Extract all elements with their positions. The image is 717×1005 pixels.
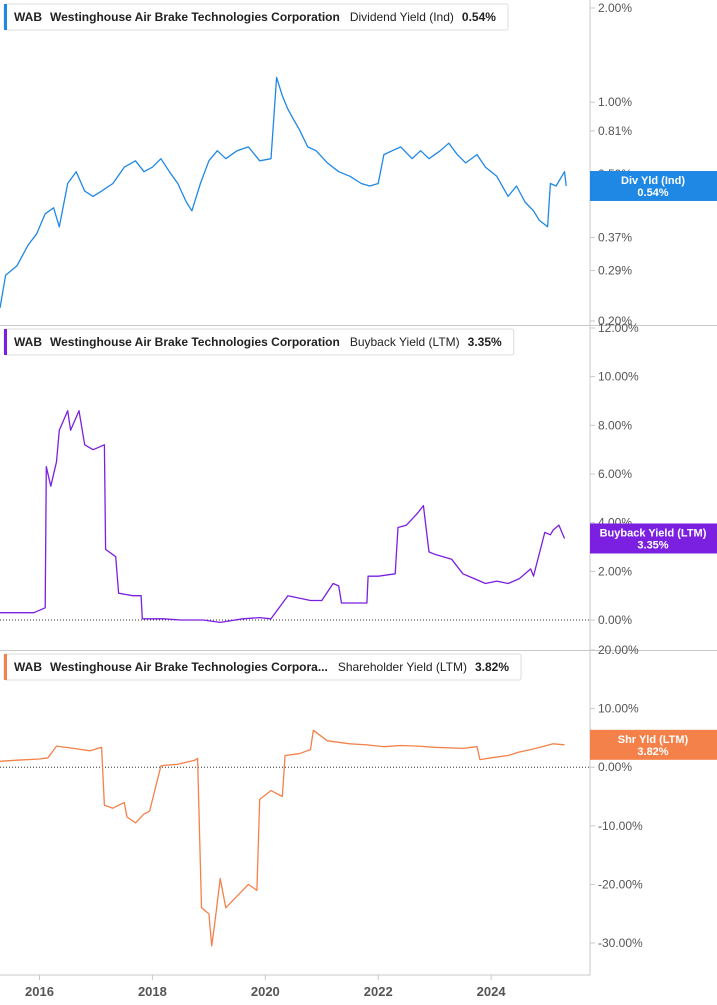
x-tick-label: 2024	[477, 984, 507, 999]
y-tick-label: -20.00%	[598, 877, 643, 891]
dividend-yield-line	[0, 76, 567, 309]
panel-header: WAB Westinghouse Air Brake Technologies …	[3, 3, 509, 31]
y-tick-label: 0.37%	[598, 230, 632, 244]
y-tick-label: 0.00%	[598, 760, 632, 774]
series-color-marker	[4, 329, 7, 355]
series-color-marker	[4, 4, 7, 30]
y-tick-label: 1.00%	[598, 95, 632, 109]
y-tick-label: 20.00%	[598, 643, 639, 657]
panel-header: WAB Westinghouse Air Brake Technologies …	[3, 328, 515, 356]
y-tick-label: 12.00%	[598, 321, 639, 335]
y-tick-label: 0.81%	[598, 124, 632, 138]
y-tick-label: 10.00%	[598, 370, 639, 384]
metric-value: 0.54%	[462, 10, 496, 24]
panel-shareholder-yield: 20.00% 10.00% 0.00% -10.00% -20.00% -30.00% W…	[0, 643, 717, 950]
y-tick-label: 2.00%	[598, 1, 632, 15]
x-tick-label: 2016	[25, 984, 54, 999]
metric-value: 3.82%	[475, 660, 509, 674]
ticker: WAB	[14, 335, 42, 349]
last-value-badge: Shr Yld (LTM) 3.82%	[590, 729, 717, 760]
badge-value: 0.54%	[637, 187, 668, 199]
y-tick-label: 0.20%	[598, 314, 632, 328]
y-tick-label: 10.00%	[598, 702, 639, 716]
y-tick-label: -10.00%	[598, 819, 643, 833]
badge-background	[590, 729, 717, 760]
x-tick-label: 2020	[251, 984, 280, 999]
y-tick-label: -30.00%	[598, 936, 643, 950]
badge-background	[590, 523, 717, 554]
last-value-badge: Div Yld (Ind) 0.54%	[590, 170, 717, 201]
badge-value: 3.35%	[637, 539, 668, 551]
panel-dividend-yield: 2.00%1.00%0.81%0.59%0.37%0.29%0.20% WAB …	[0, 1, 717, 328]
ticker: WAB	[14, 660, 42, 674]
panel-header: WAB Westinghouse Air Brake Technologies …	[3, 653, 522, 681]
x-axis: 2016 2018 2020 2022 2024	[25, 975, 506, 999]
metric-value: 3.35%	[468, 335, 502, 349]
badge-label: Div Yld (Ind)	[621, 175, 685, 187]
y-tick-label: 0.00%	[598, 613, 632, 627]
last-value-badge: Buyback Yield (LTM) 3.35%	[590, 523, 717, 554]
panel-buyback-yield: 12.00%10.00%8.00%6.00%4.00%2.00%0.00% WA…	[0, 321, 717, 627]
buyback-yield-line	[0, 410, 566, 624]
badge-value: 3.82%	[637, 746, 668, 758]
badge-label: Shr Yld (LTM)	[618, 734, 689, 746]
metric-name: Shareholder Yield (LTM)	[338, 660, 467, 674]
y-tick-label: 6.00%	[598, 467, 632, 481]
company-name: Westinghouse Air Brake Technologies Corp…	[50, 660, 328, 674]
y-tick-label: 2.00%	[598, 564, 632, 578]
badge-label: Buyback Yield (LTM)	[600, 527, 707, 539]
x-tick-label: 2018	[138, 984, 167, 999]
metric-name: Dividend Yield (Ind)	[350, 10, 454, 24]
badge-background	[590, 170, 717, 201]
company-name: Westinghouse Air Brake Technologies Corp…	[50, 10, 340, 24]
metric-name: Buyback Yield (LTM)	[350, 335, 460, 349]
x-tick-label: 2022	[364, 984, 393, 999]
shareholder-yield-line	[0, 729, 565, 947]
ticker: WAB	[14, 10, 42, 24]
y-tick-label: 8.00%	[598, 418, 632, 432]
y-tick-label: 0.29%	[598, 263, 632, 277]
company-name: Westinghouse Air Brake Technologies Corp…	[50, 335, 340, 349]
series-color-marker	[4, 654, 7, 680]
